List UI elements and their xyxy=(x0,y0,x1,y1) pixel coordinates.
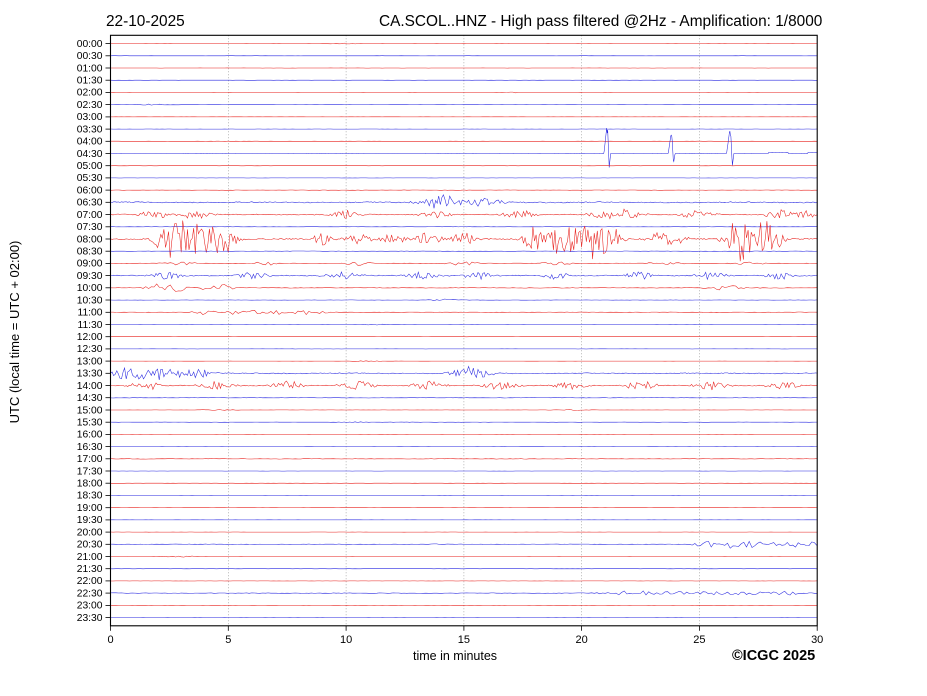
svg-text:13:00: 13:00 xyxy=(77,356,103,367)
svg-text:23:30: 23:30 xyxy=(77,613,103,624)
svg-text:14:30: 14:30 xyxy=(77,393,103,404)
svg-text:01:30: 01:30 xyxy=(77,76,103,87)
svg-text:25: 25 xyxy=(693,634,705,646)
svg-text:02:00: 02:00 xyxy=(77,88,103,99)
svg-text:18:00: 18:00 xyxy=(77,479,103,490)
svg-text:22:00: 22:00 xyxy=(77,576,103,587)
svg-text:13:30: 13:30 xyxy=(77,369,103,380)
svg-text:06:30: 06:30 xyxy=(77,198,103,209)
svg-text:11:00: 11:00 xyxy=(77,308,102,319)
svg-text:20:00: 20:00 xyxy=(77,527,103,538)
svg-text:05:00: 05:00 xyxy=(77,161,103,172)
svg-text:11:30: 11:30 xyxy=(77,320,102,331)
svg-text:12:30: 12:30 xyxy=(77,344,103,355)
svg-text:14:00: 14:00 xyxy=(77,381,103,392)
svg-text:00:30: 00:30 xyxy=(77,51,103,62)
svg-text:12:00: 12:00 xyxy=(77,332,103,343)
svg-text:20:30: 20:30 xyxy=(77,540,103,551)
svg-text:5: 5 xyxy=(225,634,231,646)
svg-text:10:00: 10:00 xyxy=(77,283,103,294)
svg-text:10:30: 10:30 xyxy=(77,295,103,306)
svg-text:21:30: 21:30 xyxy=(77,564,103,575)
svg-text:09:00: 09:00 xyxy=(77,259,103,270)
svg-text:06:00: 06:00 xyxy=(77,185,103,196)
svg-text:03:30: 03:30 xyxy=(77,124,103,135)
svg-text:20: 20 xyxy=(575,634,587,646)
svg-text:15:30: 15:30 xyxy=(77,418,103,429)
svg-text:07:30: 07:30 xyxy=(77,222,103,233)
svg-text:19:30: 19:30 xyxy=(77,515,103,526)
svg-text:16:00: 16:00 xyxy=(77,430,103,441)
svg-text:05:30: 05:30 xyxy=(77,173,103,184)
svg-text:16:30: 16:30 xyxy=(77,442,103,453)
svg-text:30: 30 xyxy=(811,634,823,646)
svg-text:23:00: 23:00 xyxy=(77,601,103,612)
svg-text:00:00: 00:00 xyxy=(77,39,103,50)
svg-text:04:30: 04:30 xyxy=(77,149,103,160)
svg-text:15: 15 xyxy=(458,634,470,646)
svg-text:15:00: 15:00 xyxy=(77,405,103,416)
svg-text:08:00: 08:00 xyxy=(77,234,103,245)
svg-text:04:00: 04:00 xyxy=(77,137,103,148)
svg-text:18:30: 18:30 xyxy=(77,491,103,502)
svg-text:17:00: 17:00 xyxy=(77,454,103,465)
svg-text:21:00: 21:00 xyxy=(77,552,103,563)
svg-text:17:30: 17:30 xyxy=(77,466,103,477)
svg-text:02:30: 02:30 xyxy=(77,100,103,111)
svg-text:08:30: 08:30 xyxy=(77,247,103,258)
svg-text:0: 0 xyxy=(107,634,113,646)
svg-text:19:00: 19:00 xyxy=(77,503,103,514)
svg-text:01:00: 01:00 xyxy=(77,63,103,74)
svg-text:03:00: 03:00 xyxy=(77,112,103,123)
svg-text:07:00: 07:00 xyxy=(77,210,103,221)
svg-text:10: 10 xyxy=(340,634,352,646)
svg-text:09:30: 09:30 xyxy=(77,271,103,282)
svg-text:22:30: 22:30 xyxy=(77,588,103,599)
